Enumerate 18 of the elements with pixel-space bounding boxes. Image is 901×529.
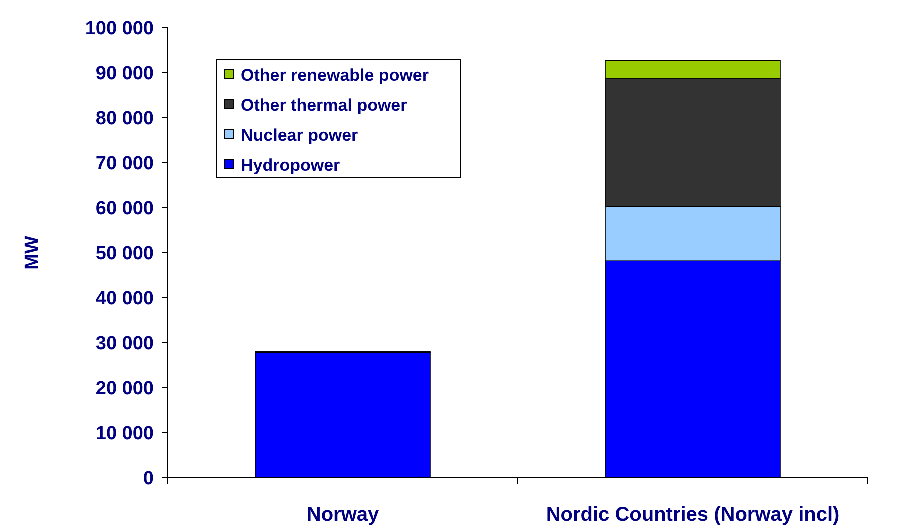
y-axis-title: MW <box>22 236 43 270</box>
y-tick-label: 40 000 <box>96 288 154 310</box>
legend-label: Other renewable power <box>241 66 430 85</box>
y-tick-label: 30 000 <box>96 334 154 355</box>
y-tick-label: 100 000 <box>85 18 154 40</box>
y-tick-label: 80 000 <box>96 108 154 130</box>
y-tick-label: 60 000 <box>96 198 154 220</box>
y-tick-label: 0 <box>143 468 154 490</box>
legend-label: Hydropower <box>241 156 341 175</box>
y-tick-label: 50 000 <box>96 244 154 265</box>
legend-label: Other thermal power <box>241 96 408 115</box>
x-tick-label: Nordic Countries (Norway incl) <box>546 504 840 526</box>
y-tick-label: 10 000 <box>96 424 154 445</box>
x-tick-label: Norway <box>306 504 380 526</box>
y-tick-label: 20 000 <box>96 378 154 400</box>
legend-label: Nuclear power <box>241 126 359 145</box>
y-tick-label: 70 000 <box>96 154 154 175</box>
y-tick-label: 90 000 <box>96 64 154 85</box>
